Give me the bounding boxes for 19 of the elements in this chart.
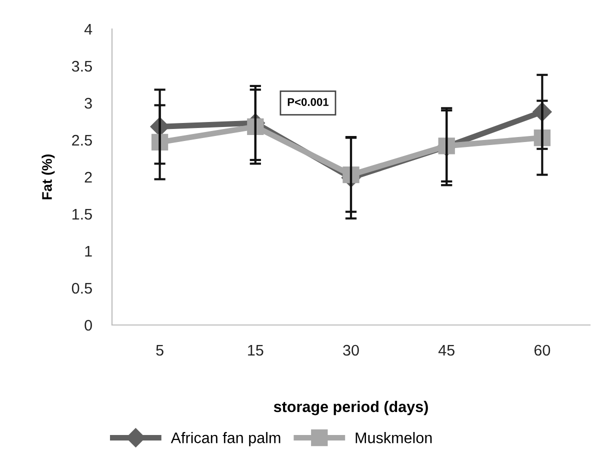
- y-tick-label: 1: [85, 246, 92, 257]
- y-tick-label: 2.5: [72, 134, 92, 146]
- y-axis-title: Fat (%): [42, 154, 55, 200]
- y-tick-label: 4: [84, 24, 92, 35]
- x-tick-label: 45: [438, 345, 454, 356]
- annotation: P<0.001: [288, 98, 329, 106]
- x-axis-title: storage period (days): [274, 400, 428, 416]
- y-tick-label: 3: [84, 98, 92, 109]
- x-tick-label: 30: [343, 344, 359, 356]
- y-tick-label: 2: [84, 172, 92, 183]
- x-tick-label: 15: [248, 345, 264, 356]
- legend-label: African fan palm: [170, 432, 280, 446]
- x-tick-label: 5: [156, 345, 164, 356]
- y-tick-label: 0.5: [72, 282, 92, 294]
- x-tick-label: 60: [534, 344, 550, 356]
- y-tick-label: 3.5: [72, 60, 92, 72]
- y-tick-label: 1.5: [72, 209, 92, 220]
- legend-label: Muskmelon: [356, 432, 432, 444]
- y-tick-label: 0: [84, 320, 92, 331]
